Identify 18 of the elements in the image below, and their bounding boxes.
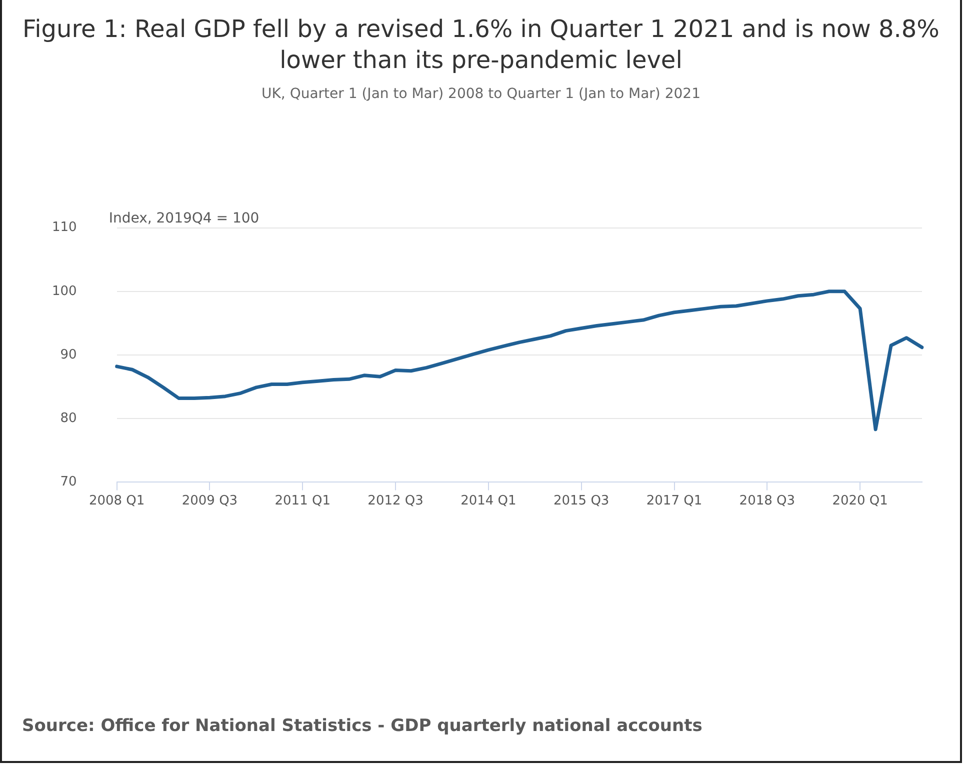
y-tick-label: 110 [52, 220, 77, 236]
chart-title: Figure 1: Real GDP fell by a revised 1.6% in Quarter 1 2021 and is now 8.8% lower than its pre-pandemic level [22, 14, 940, 76]
x-tick-label: 2018 Q3 [739, 493, 796, 508]
x-tick-label: 2008 Q1 [88, 493, 145, 508]
source-note: Source: Office for National Statistics - GDP quarterly national accounts [22, 716, 702, 736]
x-tick-label: 2014 Q1 [460, 493, 516, 508]
x-tick-label: 2009 Q3 [182, 493, 238, 508]
y-tick-label: 70 [60, 474, 77, 490]
y-tick-label: 80 [60, 410, 77, 426]
y-tick-label: 90 [60, 347, 77, 362]
y-tick-label: 100 [52, 284, 77, 299]
x-tick-label: 2017 Q1 [646, 493, 702, 508]
chart-subtitle: UK, Quarter 1 (Jan to Mar) 2008 to Quarter 1 (Jan to Mar) 2021 [260, 86, 702, 102]
x-tick-label: 2011 Q1 [274, 493, 330, 508]
x-tick-label: 2015 Q3 [553, 493, 610, 508]
x-tick-label: 2012 Q3 [368, 493, 424, 508]
y-axis-title: Index, 2019Q4 = 100 [108, 210, 260, 226]
x-tick-label: 2020 Q1 [832, 493, 888, 508]
